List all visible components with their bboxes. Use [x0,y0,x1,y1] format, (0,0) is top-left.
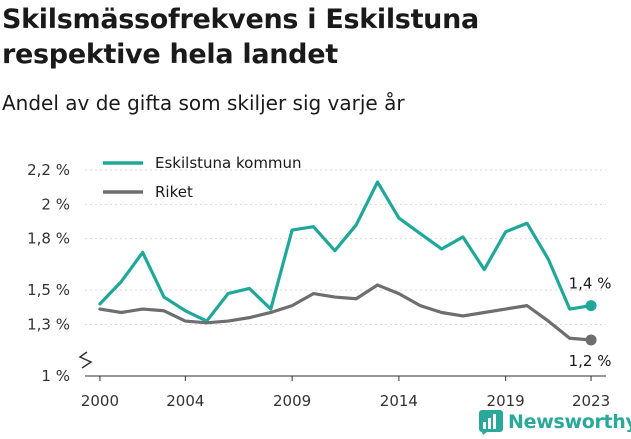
x-axis: 2000 2004 2009 2014 2019 2023 [78,351,610,410]
y-tick-label: 1,8 % [27,230,70,248]
y-tick-label: 1 % [41,367,70,385]
brand-name: Newsworthy [508,411,631,433]
y-tick-label: 1,3 % [27,316,70,334]
legend: Eskilstuna kommun Riket [103,154,302,201]
legend-label-0: Eskilstuna kommun [155,154,302,172]
series-line-1 [98,283,593,342]
newsworthy-logo-icon [479,410,503,435]
y-tick-label: 2 % [41,195,70,213]
end-label-1: 1,2 % [569,352,612,370]
x-tick-label: 2009 [273,392,311,410]
x-tick-label: 2004 [166,392,204,410]
x-tick-label: 2019 [487,392,525,410]
y-tick-label: 2,2 % [27,161,70,179]
series-line-0 [98,180,593,323]
end-label-0: 1,4 % [569,275,612,293]
axis-break-icon [78,351,93,369]
x-tick-label: 2000 [81,392,119,410]
y-tick-label: 1,5 % [27,281,70,299]
legend-label-1: Riket [155,183,193,201]
chart-title: Skilsmässofrekvens i Eskilstuna respekti… [2,4,479,70]
end-labels: 1,4 % 1,2 % [569,275,612,370]
series-lines [98,180,597,346]
series-end-point-1 [585,334,597,346]
x-tick-label: 2023 [572,392,610,410]
series-end-point-0 [585,300,597,312]
brand-logo: Newsworthy [478,408,631,436]
chart-subtitle: Andel av de gifta som skiljer sig varje … [2,91,405,115]
x-tick-label: 2014 [380,392,418,410]
y-axis-ticks: 1 % 1,3 % 1,5 % 1,8 % 2 % 2,2 % [27,161,70,385]
